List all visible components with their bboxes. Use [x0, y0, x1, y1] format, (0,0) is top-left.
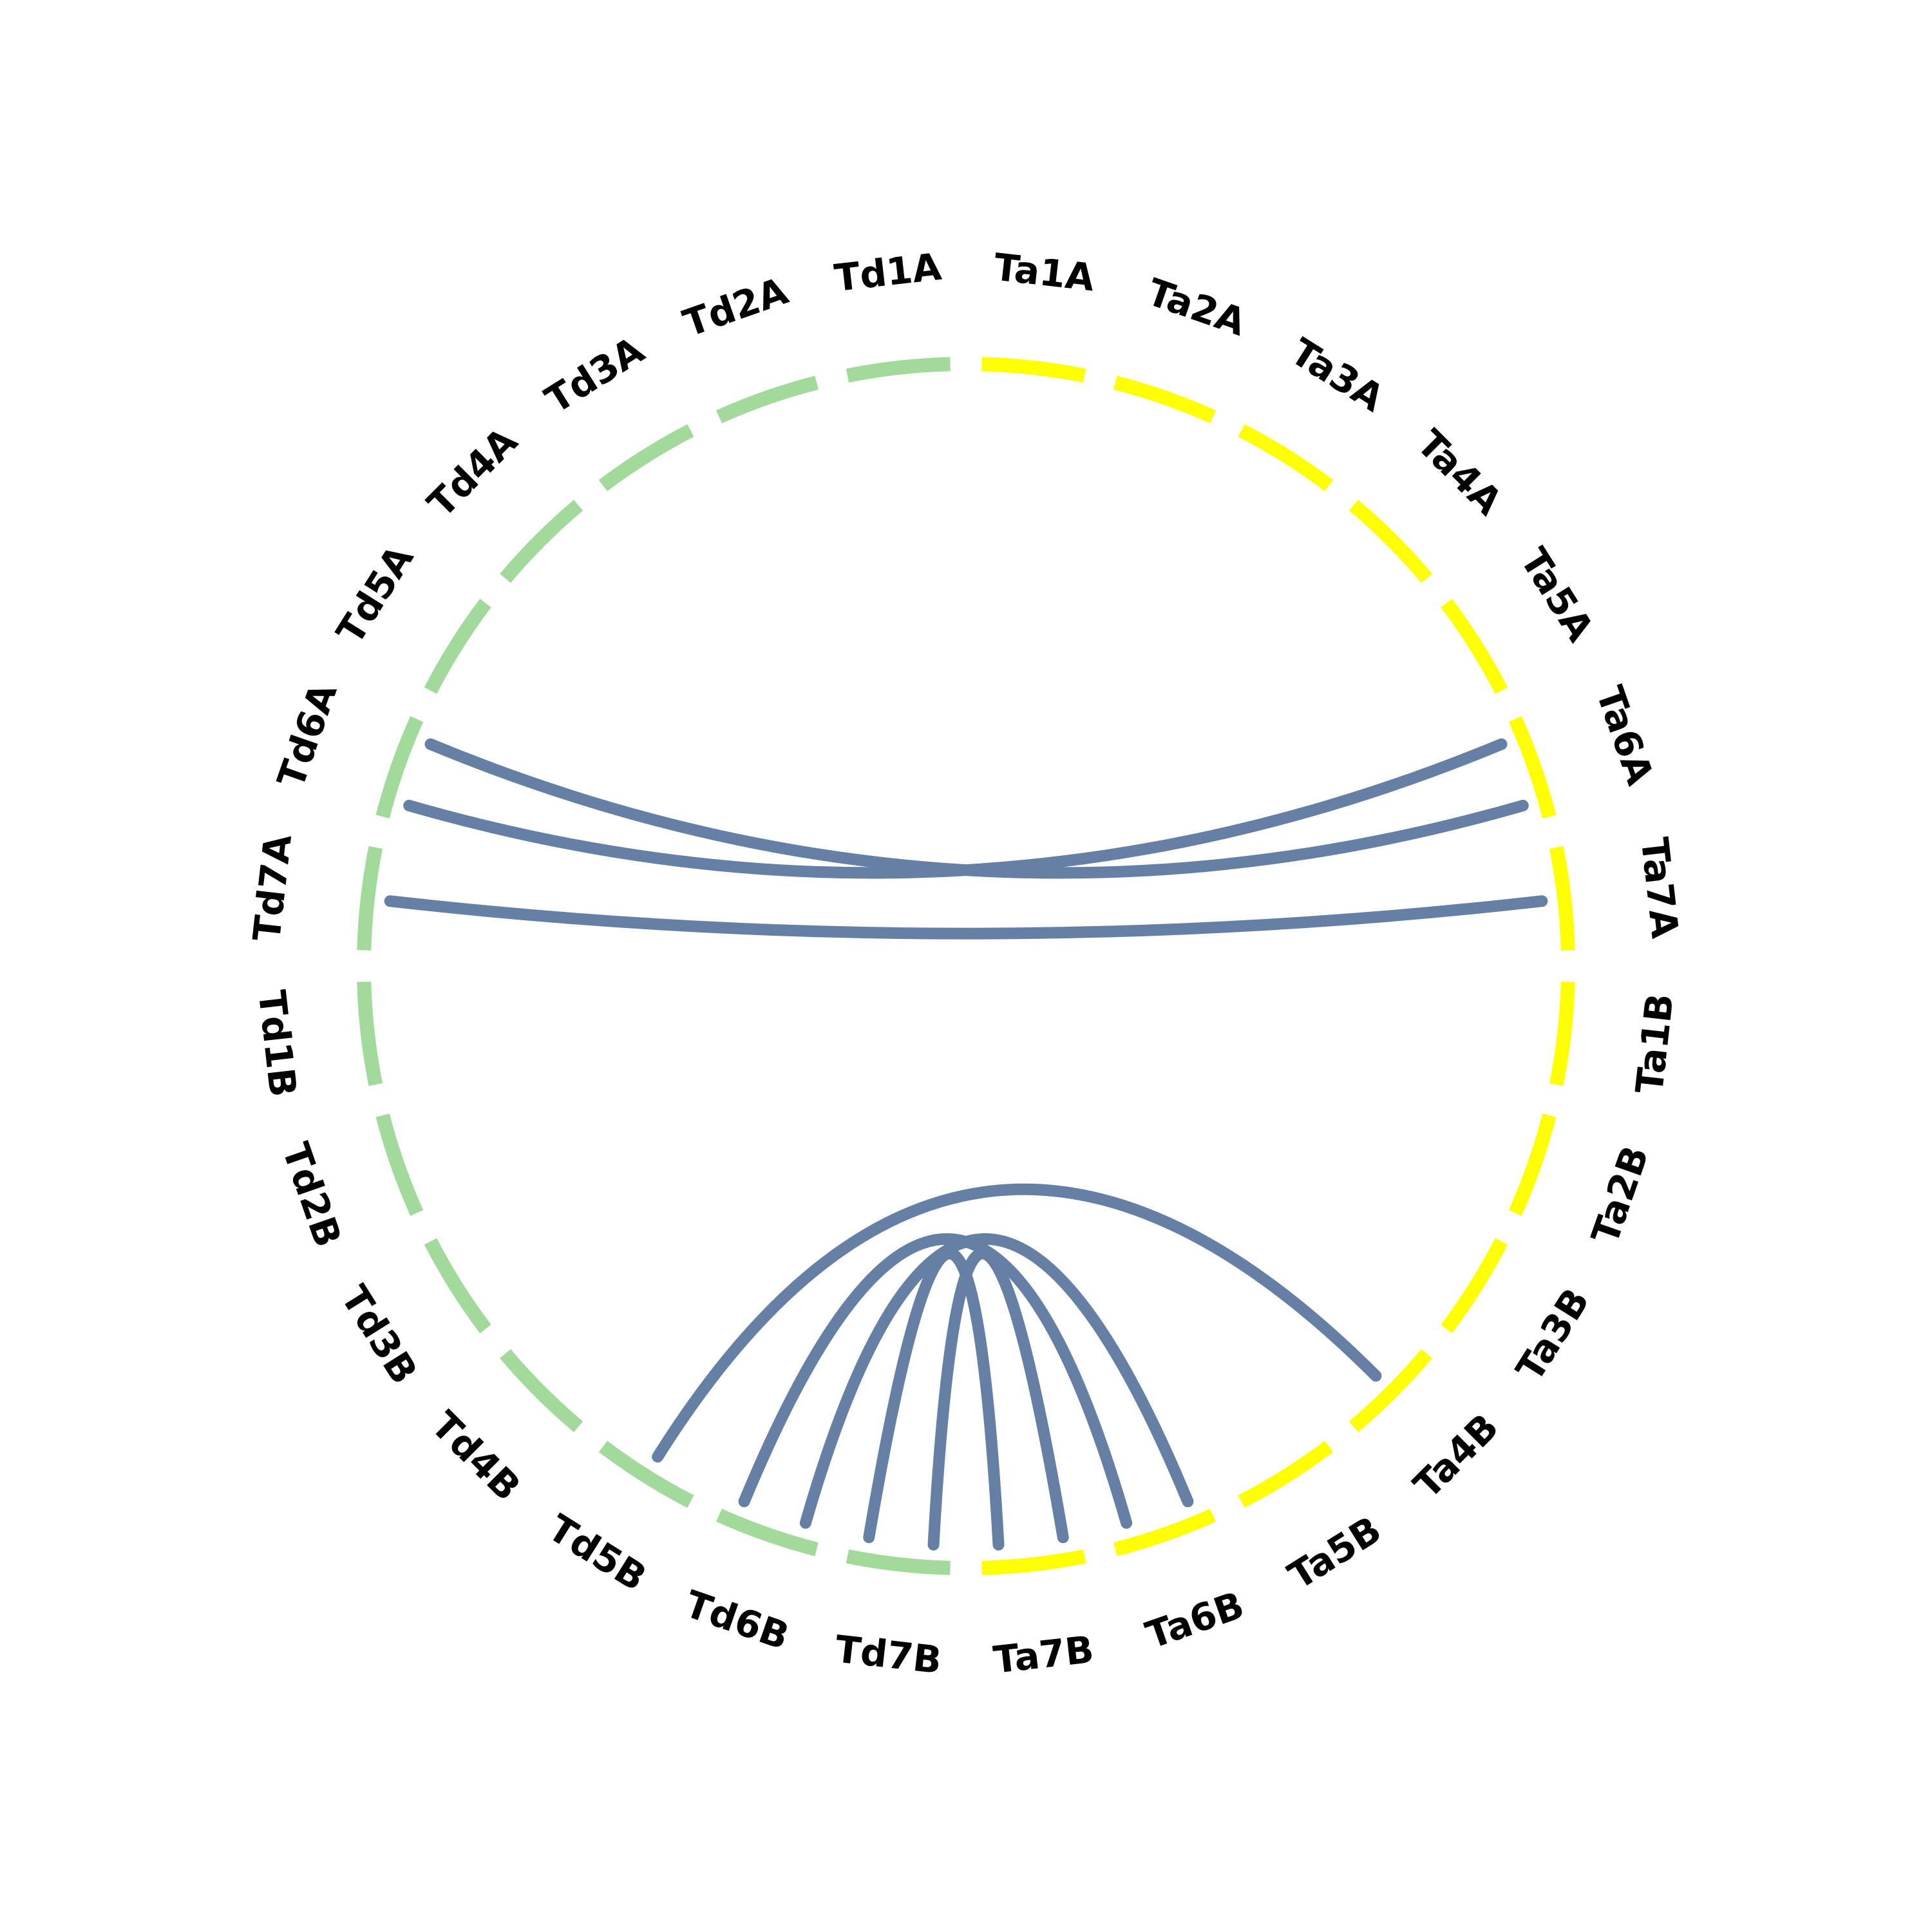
segment-arc-ta4a — [1349, 500, 1432, 583]
segment-arc-ta4b — [1349, 1349, 1432, 1432]
link-td7b-ta7b-7 — [863, 1247, 1005, 1551]
segment-arc-ta6b — [1113, 1508, 1217, 1557]
segment-label-td3b: Td3B — [332, 1278, 426, 1391]
segment-arc-ta1a — [981, 357, 1086, 383]
link-td6b-ta6b-4 — [799, 1233, 1194, 1529]
segment-label-td3a: Td3A — [538, 328, 652, 422]
segment-label-td7b: Td7B — [833, 1627, 943, 1682]
segment-arc-td3a — [598, 424, 694, 491]
segment-arc-ta2b — [1508, 1113, 1557, 1217]
segment-label-td5b: Td5B — [540, 1506, 654, 1600]
segment-label-ta3a: Ta3A — [1283, 330, 1392, 421]
segment-arc-ta3b — [1441, 1238, 1508, 1334]
segment-label-ta5a: Ta5A — [1511, 540, 1602, 649]
segment-arc-td5a — [424, 598, 491, 694]
segment-label-ta4a: Ta4A — [1408, 421, 1511, 524]
segment-arc-ta6a — [1508, 715, 1557, 819]
link-td6b-ta6b-5 — [738, 1233, 1133, 1529]
segment-arc-ta5a — [1441, 598, 1508, 694]
segment-label-ta7a: Ta7A — [1633, 835, 1687, 940]
segment-label-ta1b: Ta1B — [1627, 991, 1682, 1095]
segment-arc-ta3a — [1238, 424, 1334, 491]
segment-arc-td5b — [598, 1441, 694, 1508]
link-td5b-ta4b-3 — [652, 1183, 1382, 1463]
segment-label-td2b: Td2B — [274, 1137, 350, 1253]
segment-label-ta3b: Ta3B — [1508, 1280, 1598, 1388]
segment-arc-td7a — [357, 846, 383, 951]
segment-arc-td3b — [424, 1238, 491, 1334]
segment-label-td5a: Td5A — [328, 538, 422, 652]
segment-label-ta1a: Ta1A — [992, 245, 1097, 299]
segment-label-ta6a: Ta6A — [1587, 681, 1662, 790]
segment-arc-ta2a — [1113, 375, 1217, 424]
segment-arc-ta5b — [1238, 1441, 1334, 1508]
segment-arc-td7b — [846, 1549, 951, 1575]
segment-arc-td6a — [375, 715, 424, 819]
ideogram-layer — [357, 357, 1575, 1575]
segment-label-td4a: Td4A — [419, 419, 526, 526]
link-td7b-ta7b-6 — [927, 1247, 1069, 1551]
segment-label-td7a: Td7A — [245, 832, 300, 943]
segment-arc-td1b — [357, 981, 383, 1086]
segment-arc-td2a — [715, 375, 819, 424]
link-td7a-ta7a-2 — [384, 895, 1548, 940]
segment-arc-td1a — [846, 357, 951, 383]
segment-label-ta4b: Ta4B — [1405, 1405, 1507, 1507]
segment-arc-td6b — [715, 1508, 819, 1557]
segment-label-td1a: Td1A — [832, 245, 943, 300]
segment-label-ta2a: Ta2A — [1142, 270, 1251, 345]
segment-label-td6b: Td6B — [679, 1582, 795, 1658]
segment-label-td4b: Td4B — [422, 1403, 529, 1509]
link-td6a-ta6a-1 — [424, 738, 1529, 879]
segment-arc-td4a — [500, 500, 583, 583]
segment-arc-td2b — [375, 1113, 424, 1217]
segment-label-ta7b: Ta7B — [991, 1627, 1095, 1682]
segment-arc-td4b — [500, 1349, 583, 1432]
segment-label-ta2b: Ta2B — [1583, 1141, 1658, 1250]
segment-label-ta5b: Ta5B — [1280, 1508, 1388, 1598]
segment-label-td1b: Td1B — [250, 988, 305, 1099]
segment-arc-ta7a — [1549, 846, 1575, 951]
segment-label-td2a: Td2A — [677, 269, 793, 345]
segment-label-td6a: Td6A — [269, 677, 345, 793]
segment-label-ta6b: Ta6B — [1141, 1583, 1250, 1658]
segment-arc-ta7b — [981, 1549, 1086, 1575]
links-layer — [384, 738, 1548, 1551]
segment-arc-ta1b — [1549, 981, 1575, 1086]
